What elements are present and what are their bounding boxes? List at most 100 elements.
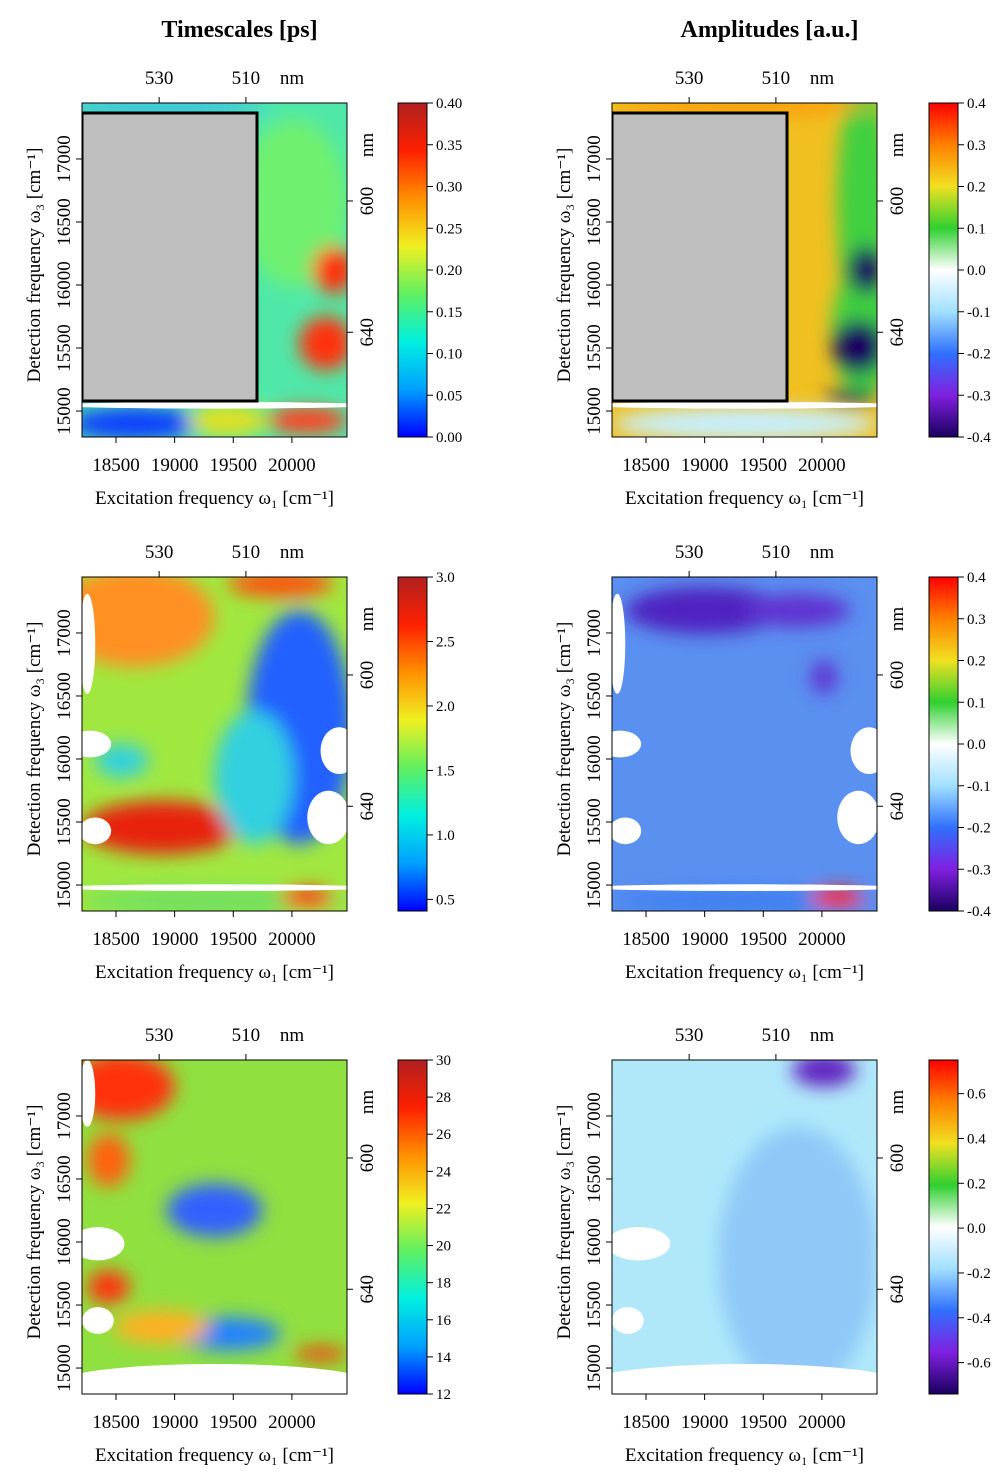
masked-region [82, 884, 347, 891]
y-tick-label: 15000 [54, 861, 75, 909]
colorbar-tick-label: 0.10 [436, 347, 462, 363]
colorbar-tick-label: 0.0 [967, 1221, 986, 1237]
heatmap-region [810, 660, 838, 694]
x-tick-label: 18500 [92, 929, 140, 950]
colorbar-tick-label: 0.2 [967, 654, 986, 670]
masked-region [850, 727, 877, 775]
y-tick-label: 16000 [584, 1218, 605, 1266]
right-tick-label: 600 [357, 187, 378, 216]
heatmap [82, 577, 347, 911]
top-axis-unit: nm [810, 542, 835, 563]
colorbar-tick-label: 22 [436, 1201, 451, 1217]
heatmap-region [214, 710, 294, 845]
x-tick-label: 20000 [268, 455, 316, 476]
colorbar-tick-label: 0.00 [436, 430, 462, 446]
heatmap-region [280, 887, 334, 908]
masked-region [82, 1060, 96, 1127]
y-tick-label: 16000 [54, 261, 75, 309]
heatmap-region [227, 577, 334, 598]
y-tick-label: 17000 [584, 1092, 605, 1140]
plot-frame [81, 576, 348, 912]
right-tick-label: 600 [887, 1144, 908, 1173]
colorbar-tick-label: 24 [436, 1164, 452, 1180]
colorbar-tick-label: 0.2 [967, 1176, 986, 1192]
masked-block [612, 111, 789, 403]
heatmap-region [267, 406, 347, 434]
heatmap-region [612, 406, 877, 437]
heatmap-region [166, 1183, 263, 1238]
y-tick-label: 15000 [584, 387, 605, 435]
top-tick-label: 510 [232, 68, 261, 89]
colorbar-tick-label: 2.5 [436, 634, 455, 650]
y-tick-label: 15000 [54, 387, 75, 435]
x-tick-label: 19000 [151, 1412, 199, 1433]
right-tick-label: 600 [357, 1144, 378, 1173]
masked-region [82, 817, 112, 845]
heatmap-region [188, 403, 268, 437]
x-tick-label: 18500 [622, 455, 670, 476]
column-title: Amplitudes [a.u.] [680, 17, 858, 43]
y-tick-label: 16000 [54, 1218, 75, 1266]
x-tick-label: 18500 [622, 929, 670, 950]
heatmap-blobs [612, 587, 877, 911]
y-tick-label: 15000 [584, 861, 605, 909]
right-tick-label: 640 [357, 1275, 378, 1304]
colorbar-tick-label: 14 [436, 1350, 452, 1366]
colorbar-tick-label: -0.2 [967, 347, 991, 363]
x-axis-label: Excitation frequency ω₁ [cm⁻¹] [95, 962, 334, 983]
heatmap-region [82, 406, 202, 437]
masked-region [82, 730, 112, 758]
masked-region [82, 1307, 114, 1334]
colorbar-tick-label: 12 [436, 1387, 451, 1403]
masked-region [612, 1227, 671, 1261]
y-tick-label: 16500 [54, 1155, 75, 1203]
x-tick-label: 19000 [151, 929, 199, 950]
colorbar-tick-label: 26 [436, 1127, 452, 1143]
right-axis-unit: nm [357, 607, 378, 632]
y-axis-label: Detection frequency ω₃ [cm⁻¹] [554, 148, 575, 383]
plot-frame [611, 102, 878, 438]
y-tick-label: 15500 [54, 1281, 75, 1329]
heatmap [82, 103, 347, 437]
right-axis-unit: nm [887, 607, 908, 632]
colorbar-tick-label: 0.4 [967, 96, 986, 112]
heatmap-blobs [82, 577, 347, 911]
y-tick-label: 15500 [54, 798, 75, 846]
masked-region [612, 884, 877, 891]
colorbar-tick-label: 2.0 [436, 699, 455, 715]
colorbar [397, 576, 428, 912]
heatmap [612, 577, 877, 911]
heatmap [612, 1060, 877, 1394]
masked-region [612, 1363, 877, 1394]
top-tick-label: 510 [232, 542, 261, 563]
colorbar-tick-label: 30 [436, 1053, 451, 1069]
heatmap-region [294, 1347, 347, 1361]
masked-region [612, 817, 642, 845]
x-tick-label: 20000 [798, 455, 846, 476]
colorbar-tick-label: 0.40 [436, 96, 462, 112]
colorbar [928, 576, 959, 912]
y-tick-label: 15500 [584, 798, 605, 846]
y-tick-label: 16500 [584, 198, 605, 246]
heatmap-blobs [82, 1060, 347, 1361]
right-tick-label: 640 [887, 1275, 908, 1304]
y-tick-label: 15000 [584, 1344, 605, 1392]
right-tick-label: 600 [887, 187, 908, 216]
colorbar [928, 102, 959, 438]
colorbar-tick-label: 0.1 [967, 695, 986, 711]
heatmap-region [82, 800, 241, 855]
top-axis-unit: nm [810, 68, 835, 89]
colorbar-tick-label: -0.1 [967, 779, 991, 795]
heatmap-region [792, 1060, 856, 1087]
right-tick-label: 600 [357, 661, 378, 690]
x-tick-label: 19500 [210, 1412, 258, 1433]
colorbar-tick-label: 0.4 [967, 570, 986, 586]
colorbar-tick-label: 0.5 [436, 892, 455, 908]
colorbar-tick-label: 0.0 [967, 737, 986, 753]
x-tick-label: 18500 [92, 455, 140, 476]
x-tick-label: 18500 [92, 1412, 140, 1433]
heatmap [612, 103, 877, 437]
x-tick-label: 19000 [681, 1412, 729, 1433]
heatmap-region [847, 246, 877, 294]
